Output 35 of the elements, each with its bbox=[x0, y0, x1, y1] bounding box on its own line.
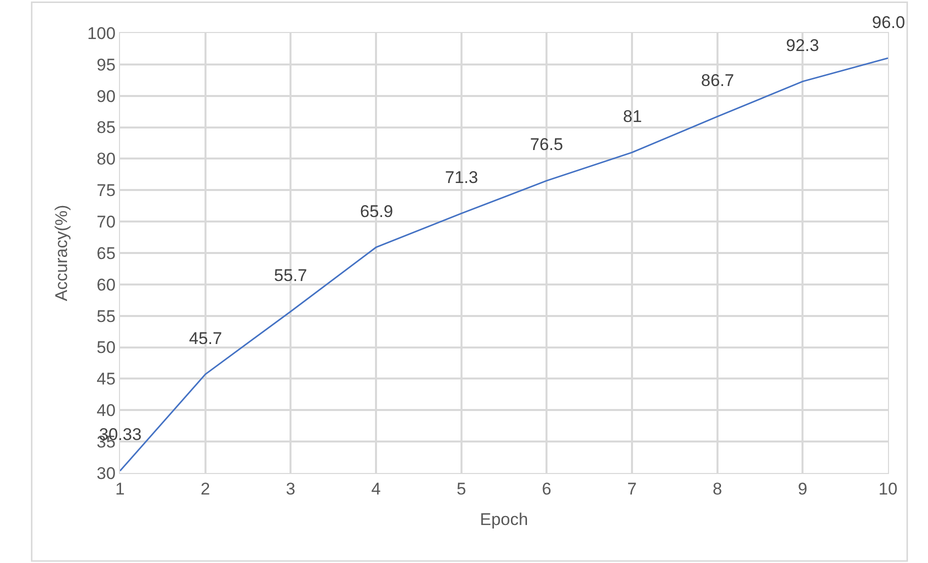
data-label: 65.9 bbox=[360, 202, 394, 221]
y-tick-label: 95 bbox=[96, 55, 116, 74]
x-tick-label: 7 bbox=[627, 479, 637, 498]
x-tick-label: 3 bbox=[286, 479, 296, 498]
x-tick-label: 8 bbox=[712, 479, 722, 498]
data-label: 86.7 bbox=[701, 71, 734, 90]
y-tick-label: 50 bbox=[96, 338, 116, 358]
y-tick-label: 100 bbox=[87, 24, 116, 43]
y-tick-label: 75 bbox=[96, 181, 116, 200]
data-label: 92.3 bbox=[786, 36, 820, 55]
data-label: 55.7 bbox=[274, 266, 308, 285]
data-label: 45.7 bbox=[189, 329, 222, 348]
data-label: 71.3 bbox=[445, 168, 478, 187]
data-label: 96.0 bbox=[872, 13, 906, 32]
y-tick-label: 30 bbox=[96, 464, 116, 483]
y-tick-label: 55 bbox=[96, 306, 116, 326]
data-label: 81 bbox=[623, 107, 642, 126]
y-tick-label: 65 bbox=[96, 244, 116, 263]
x-tick-label: 5 bbox=[456, 479, 466, 498]
y-tick-label: 40 bbox=[96, 401, 116, 420]
x-axis-title: Epoch bbox=[480, 510, 528, 529]
y-tick-label: 60 bbox=[96, 275, 116, 294]
x-tick-label: 6 bbox=[542, 479, 552, 498]
y-tick-label: 70 bbox=[96, 212, 116, 232]
x-tick-label: 10 bbox=[878, 479, 898, 498]
y-tick-label: 85 bbox=[96, 118, 116, 138]
y-axis-title: Accuracy(%) bbox=[52, 204, 71, 302]
y-tick-label: 90 bbox=[96, 86, 116, 106]
x-tick-label: 1 bbox=[115, 479, 125, 498]
x-tick-label: 9 bbox=[798, 479, 808, 498]
x-tick-label: 2 bbox=[200, 479, 210, 498]
data-label: 76.5 bbox=[530, 135, 564, 154]
y-tick-label: 80 bbox=[96, 150, 116, 169]
x-tick-label: 4 bbox=[371, 479, 381, 498]
y-tick-label: 45 bbox=[96, 370, 116, 389]
